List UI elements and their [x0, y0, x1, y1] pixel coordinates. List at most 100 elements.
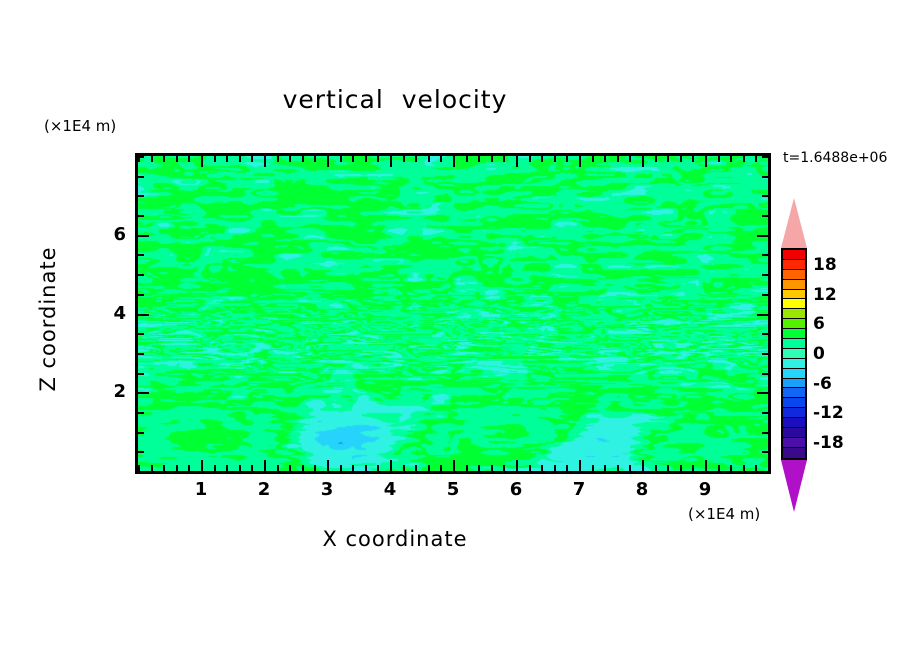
- colorbar-band-0: [783, 447, 805, 458]
- x-major-tick: [327, 460, 329, 471]
- y-major-tick: [138, 392, 149, 394]
- x-minor-tick-top: [592, 156, 594, 162]
- y-minor-tick: [138, 215, 144, 217]
- y-minor-tick-right: [762, 254, 768, 256]
- colorbar-label-neg18: -18: [813, 433, 844, 454]
- y-minor-tick-right: [762, 195, 768, 197]
- y-minor-tick-right: [762, 294, 768, 296]
- x-major-tick-top: [390, 156, 392, 167]
- x-tick-label-1: 1: [194, 479, 208, 500]
- x-major-tick-top: [705, 156, 707, 167]
- x-minor-tick-top: [730, 156, 732, 162]
- y-minor-tick-right: [762, 373, 768, 375]
- y-minor-tick-right: [762, 451, 768, 453]
- colorbar-band-5: [783, 398, 805, 409]
- x-minor-tick-top: [566, 156, 568, 162]
- x-minor-tick-top: [541, 156, 543, 162]
- x-minor-tick: [529, 465, 531, 471]
- y-minor-tick-right: [762, 471, 768, 473]
- x-minor-tick-top: [188, 156, 190, 162]
- x-minor-tick-top: [743, 156, 745, 162]
- y-minor-tick: [138, 195, 144, 197]
- colorbar-band-14: [783, 309, 805, 320]
- time-annotation: t=1.6488e+06: [783, 150, 888, 166]
- colorbar-cap-top: [781, 198, 807, 248]
- colorbar-band-3: [783, 418, 805, 429]
- y-minor-tick: [138, 294, 144, 296]
- y-minor-tick: [138, 274, 144, 276]
- x-minor-tick: [163, 465, 165, 471]
- y-minor-tick: [138, 353, 144, 355]
- x-minor-tick: [541, 465, 543, 471]
- x-minor-tick-top: [239, 156, 241, 162]
- y-minor-tick: [138, 156, 144, 158]
- x-minor-tick: [239, 465, 241, 471]
- colorbar-label-12: 12: [813, 284, 837, 305]
- x-minor-tick-top: [151, 156, 153, 162]
- x-minor-tick-top: [554, 156, 556, 162]
- y-minor-tick: [138, 373, 144, 375]
- x-minor-tick: [289, 465, 291, 471]
- x-minor-tick-top: [415, 156, 417, 162]
- x-minor-tick: [214, 465, 216, 471]
- x-tick-label-4: 4: [383, 479, 397, 500]
- x-minor-tick: [403, 465, 405, 471]
- colorbar: [781, 248, 807, 460]
- x-minor-tick: [554, 465, 556, 471]
- x-major-tick: [453, 460, 455, 471]
- x-tick-label-5: 5: [446, 479, 460, 500]
- x-minor-tick: [718, 465, 720, 471]
- x-minor-tick-top: [440, 156, 442, 162]
- y-minor-tick-right: [762, 353, 768, 355]
- y-tick-label-6: 6: [113, 224, 126, 245]
- x-tick-label-8: 8: [635, 479, 649, 500]
- colorbar-band-15: [783, 299, 805, 310]
- x-minor-tick: [629, 465, 631, 471]
- colorbar-band-18: [783, 269, 805, 280]
- x-minor-tick-top: [755, 156, 757, 162]
- x-minor-tick: [138, 465, 140, 471]
- y-minor-tick-right: [762, 215, 768, 217]
- x-minor-tick-top: [617, 156, 619, 162]
- x-minor-tick-top: [768, 156, 770, 162]
- x-minor-tick-top: [428, 156, 430, 162]
- y-minor-tick-right: [762, 412, 768, 414]
- x-minor-tick-top: [403, 156, 405, 162]
- colorbar-band-16: [783, 289, 805, 300]
- x-major-tick: [579, 460, 581, 471]
- x-minor-tick-top: [340, 156, 342, 162]
- x-minor-tick-top: [478, 156, 480, 162]
- colorbar-band-6: [783, 388, 805, 399]
- y-minor-tick-right: [762, 176, 768, 178]
- y-minor-tick-right: [762, 156, 768, 158]
- x-minor-tick-top: [529, 156, 531, 162]
- x-minor-tick: [188, 465, 190, 471]
- x-minor-tick: [226, 465, 228, 471]
- x-minor-tick-top: [680, 156, 682, 162]
- x-minor-tick: [302, 465, 304, 471]
- x-minor-tick-top: [667, 156, 669, 162]
- x-minor-tick: [566, 465, 568, 471]
- x-tick-label-2: 2: [257, 479, 271, 500]
- x-major-tick-top: [327, 156, 329, 167]
- x-minor-tick-top: [251, 156, 253, 162]
- x-minor-tick: [377, 465, 379, 471]
- x-minor-tick: [680, 465, 682, 471]
- colorbar-band-11: [783, 339, 805, 349]
- x-minor-tick-top: [176, 156, 178, 162]
- y-major-tick: [138, 314, 149, 316]
- x-minor-tick-top: [302, 156, 304, 162]
- y-minor-tick-right: [762, 333, 768, 335]
- x-major-tick-top: [516, 156, 518, 167]
- page-title: vertical velocity: [282, 85, 508, 114]
- colorbar-band-20: [783, 250, 805, 260]
- y-major-tick-right: [757, 392, 768, 394]
- x-minor-tick: [730, 465, 732, 471]
- x-tick-label-3: 3: [320, 479, 334, 500]
- x-tick-label-6: 6: [509, 479, 523, 500]
- x-minor-tick-top: [692, 156, 694, 162]
- x-minor-tick: [491, 465, 493, 471]
- y-minor-tick: [138, 254, 144, 256]
- colorbar-band-4: [783, 408, 805, 419]
- x-minor-tick-top: [138, 156, 140, 162]
